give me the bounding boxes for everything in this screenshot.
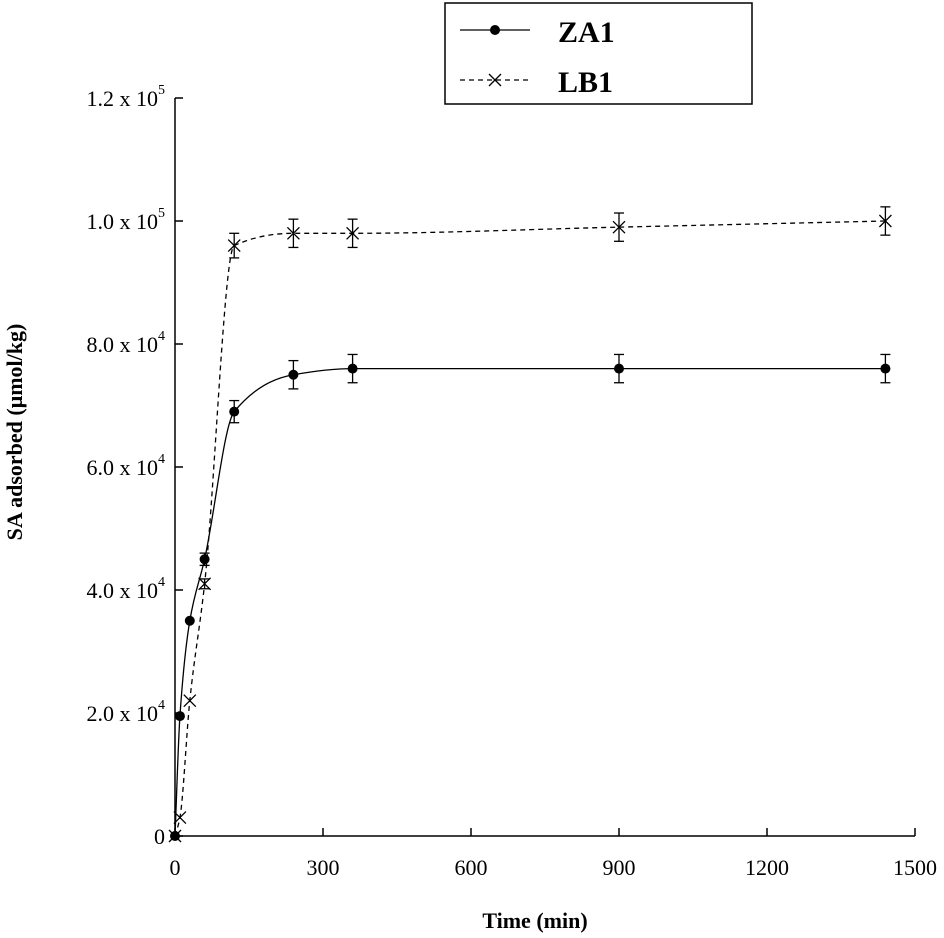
data-point-lb1: [168, 829, 182, 843]
legend-marker-lb1: [488, 73, 502, 87]
x-tick-label: 600: [455, 855, 488, 880]
x-tick-label: 1500: [893, 855, 937, 880]
x-tick-label: 0: [170, 855, 181, 880]
data-point-za1: [174, 711, 185, 722]
series-line-za1: [174, 367, 886, 837]
data-point-lb1: [612, 220, 626, 234]
data-point-za1: [199, 554, 210, 565]
y-tick-label: 1.2 x 105: [87, 83, 166, 111]
data-point-lb1: [183, 694, 197, 708]
x-tick-label: 1200: [745, 855, 789, 880]
legend: ZA1 LB1: [444, 2, 753, 105]
x-axis-title: Time (min): [482, 908, 587, 933]
x-tick-label: 900: [603, 855, 636, 880]
y-tick-label: 8.0 x 104: [87, 329, 166, 357]
data-point-lb1: [286, 226, 300, 240]
data-point-lb1: [878, 214, 892, 228]
series-line-lb1: [174, 220, 886, 837]
data-point-lb1: [198, 577, 212, 591]
data-point-lb1: [346, 226, 360, 240]
data-point-lb1: [227, 239, 241, 253]
data-point-za1: [614, 363, 624, 374]
data-point-za1: [347, 363, 358, 374]
legend-label-lb1: LB1: [558, 66, 613, 99]
error-bars: [199, 206, 891, 590]
plot-area: 0 300 600 900 1200 1500 0 2.0 x 104 4.0 x 104 6.…: [87, 83, 938, 880]
y-tick-label: 4.0 x 104: [87, 575, 166, 603]
y-axis-title: SA adsorbed (μmol/kg): [2, 324, 27, 541]
fit-curves: [174, 220, 886, 837]
y-tick-label: 6.0 x 104: [87, 452, 166, 480]
y-tick-label: 2.0 x 104: [87, 698, 166, 726]
x-ticks: 0 300 600 900 1200 1500: [170, 828, 937, 880]
legend-box: [444, 2, 753, 105]
y-tick-label: 0: [154, 824, 165, 849]
y-ticks: 0 2.0 x 104 4.0 x 104 6.0 x 104 8.0 x 104 1.0…: [87, 83, 183, 849]
legend-label-za1: ZA1: [558, 16, 615, 49]
markers: [168, 214, 892, 843]
data-point-za1: [288, 369, 299, 380]
y-tick-label: 1.0 x 105: [87, 206, 166, 234]
data-point-za1: [184, 615, 195, 626]
data-point-za1: [880, 363, 891, 374]
legend-marker-za1: [490, 25, 500, 35]
data-point-za1: [229, 406, 240, 417]
x-tick-label: 300: [307, 855, 340, 880]
data-point-lb1: [173, 811, 187, 825]
